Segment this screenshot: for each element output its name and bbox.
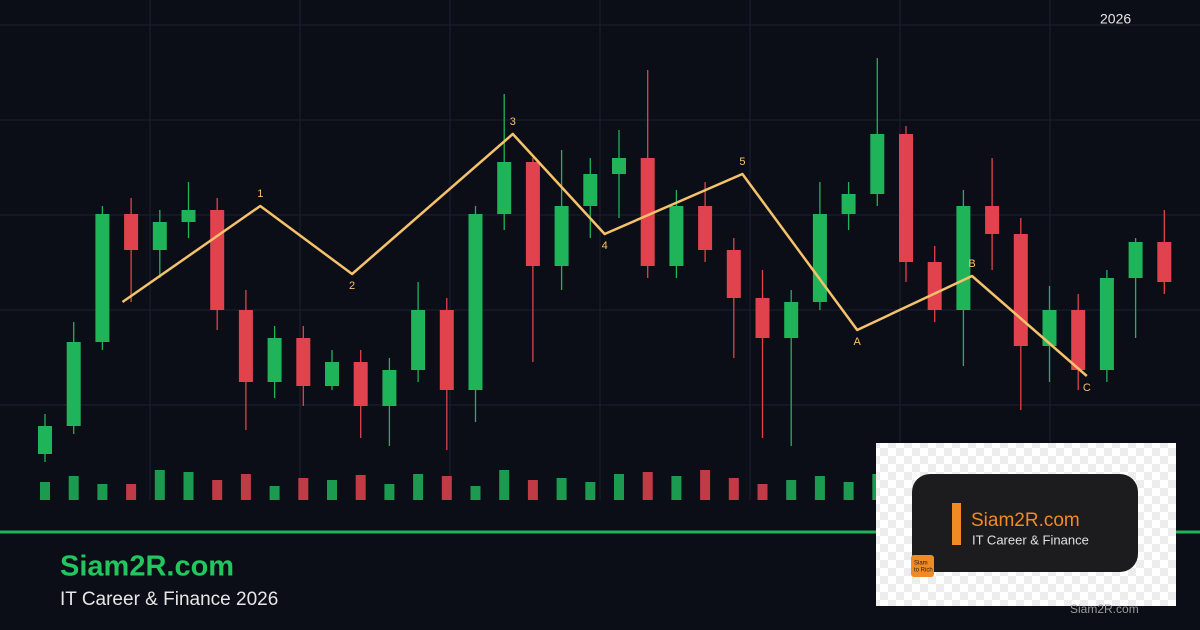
logo-card: Siam2R.com IT Career & Finance Siam to R… <box>876 443 1176 606</box>
wave-label: 4 <box>602 240 608 252</box>
logo-badge <box>911 555 934 577</box>
candle-body <box>583 174 598 206</box>
candle-body <box>181 210 196 222</box>
volume-bar <box>413 474 424 500</box>
candle-body <box>525 162 540 266</box>
logo-bar <box>952 503 961 545</box>
volume-bar <box>556 478 567 500</box>
candle-body <box>1157 242 1172 282</box>
volume-bar <box>786 480 797 500</box>
candle-body <box>1071 310 1086 370</box>
candle-body <box>411 310 426 370</box>
wave-label: 5 <box>739 156 745 168</box>
candle-body <box>66 342 81 426</box>
candle-body <box>497 162 512 214</box>
candle-body <box>669 206 684 266</box>
volume-bar <box>585 482 596 500</box>
wave-label: C <box>1083 382 1091 394</box>
candle-body <box>726 250 741 298</box>
candle-body <box>210 210 225 310</box>
candle-body <box>382 370 397 406</box>
candle-body <box>899 134 913 262</box>
watermark: Siam2R.com <box>1070 602 1139 616</box>
logo-panel <box>912 474 1138 572</box>
volume-bar <box>68 476 79 500</box>
volume-bar <box>240 474 251 500</box>
candle-body <box>985 206 1000 234</box>
wave-label: A <box>854 336 862 348</box>
candle-body <box>238 310 253 382</box>
volume-bar <box>614 474 624 500</box>
candle-body <box>841 194 856 214</box>
candle-body <box>38 426 52 454</box>
volume-bar <box>527 480 538 500</box>
logo-subtitle: IT Career & Finance <box>972 532 1089 547</box>
logo-badge-text: Siam <box>914 561 928 567</box>
candle-body <box>554 206 569 266</box>
wave-label: 2 <box>349 280 355 292</box>
volume-bar <box>499 470 510 500</box>
wave-label: 3 <box>510 116 516 128</box>
candle-body <box>927 262 942 310</box>
volume-bar <box>470 486 481 500</box>
wave-label: 1 <box>257 188 263 200</box>
volume-bar <box>212 480 223 500</box>
volume-bar <box>441 476 452 500</box>
volume-bar <box>700 470 711 500</box>
candle-body <box>152 222 167 250</box>
volume-bar <box>154 470 165 500</box>
volume-bar <box>298 478 309 500</box>
candle-body <box>956 206 971 310</box>
candle-body <box>640 158 655 266</box>
candle-body <box>812 214 827 302</box>
candle-body <box>698 206 713 250</box>
tagline: IT Career & Finance 2026 <box>60 589 278 610</box>
candle-body <box>784 302 799 338</box>
candle-body <box>1042 310 1057 346</box>
year: 2026 <box>1100 11 1131 27</box>
volume-bar <box>728 478 739 500</box>
volume-bar <box>642 472 653 500</box>
wave-label: B <box>968 258 975 270</box>
volume-bar <box>671 476 682 500</box>
candle-body <box>296 338 311 386</box>
candle-body <box>267 338 282 382</box>
wave-line <box>121 132 1088 377</box>
volume-bar <box>843 482 854 500</box>
site-title: Siam2R.com <box>60 551 234 583</box>
volume-bar <box>40 482 50 500</box>
candle-body <box>1128 242 1143 278</box>
volume-bar <box>814 476 825 500</box>
volume-bar <box>126 484 137 500</box>
volume-bar <box>327 480 337 500</box>
volume-bar <box>757 484 768 500</box>
candle-body <box>755 298 770 338</box>
volume-bar <box>355 475 366 500</box>
candle-body <box>124 214 139 250</box>
candle-body <box>870 134 885 194</box>
candle-body <box>439 310 454 390</box>
candle-body <box>353 362 368 406</box>
candle-body <box>612 158 626 174</box>
candle-body <box>1099 278 1114 370</box>
candle-body <box>95 214 110 342</box>
volume-bar <box>97 484 108 500</box>
candle-body <box>325 362 339 386</box>
candle-body <box>1013 234 1028 346</box>
logo-badge-text: to Rich <box>914 568 933 574</box>
volume-bar <box>269 486 280 500</box>
logo-title: Siam2R.com <box>971 510 1080 531</box>
volume-bar <box>183 472 194 500</box>
candle-body <box>468 214 483 390</box>
volume-bar <box>384 484 395 500</box>
